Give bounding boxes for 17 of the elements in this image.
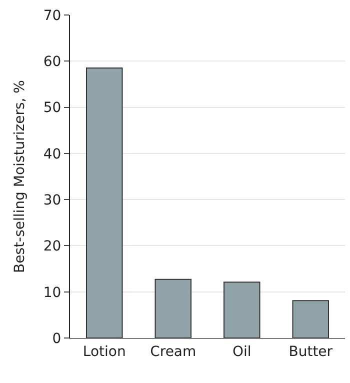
y-axis-title: Best-selling Moisturizers, % bbox=[12, 80, 28, 273]
y-tick-label: 60 bbox=[43, 54, 62, 70]
x-tick-label: Lotion bbox=[82, 344, 126, 360]
y-tick-label: 40 bbox=[43, 146, 62, 162]
x-tick-label: Cream bbox=[150, 344, 196, 360]
y-tick-label: 10 bbox=[43, 284, 62, 301]
x-tick-label: Butter bbox=[288, 344, 333, 360]
y-tick-label: 20 bbox=[43, 238, 62, 255]
bar bbox=[86, 68, 123, 338]
y-tick-label: 0 bbox=[52, 330, 62, 347]
x-tick-label: Oil bbox=[232, 344, 252, 360]
bar bbox=[224, 282, 260, 338]
bar bbox=[292, 300, 329, 338]
y-tick-label: 30 bbox=[43, 192, 62, 208]
y-tick-label: 50 bbox=[43, 100, 62, 116]
bar bbox=[154, 278, 192, 338]
y-tick-label: 70 bbox=[43, 8, 62, 24]
